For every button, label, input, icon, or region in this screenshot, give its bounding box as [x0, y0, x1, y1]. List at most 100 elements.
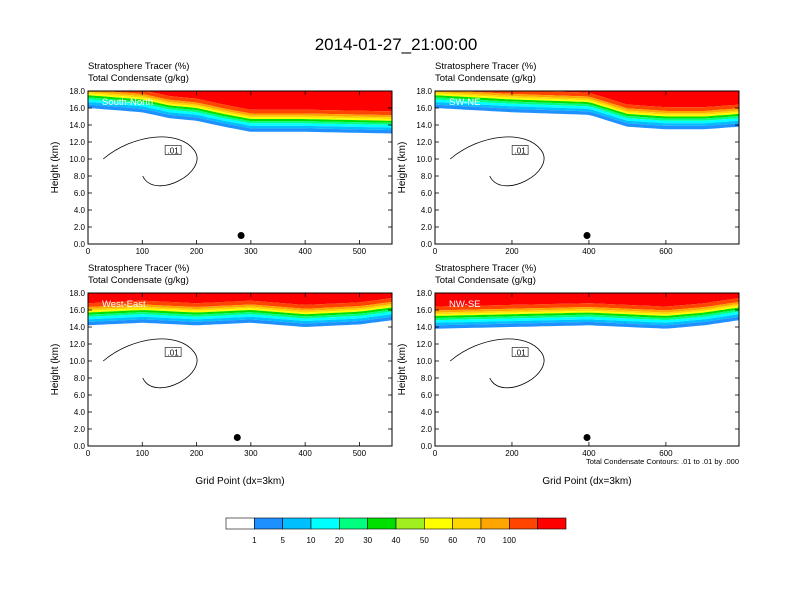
- panel-label-tracer: Stratosphere Tracer (%): [88, 61, 189, 72]
- panel-1: Stratosphere Tracer (%)Total Condensate …: [50, 61, 393, 256]
- tracer-band: [536, 91, 739, 108]
- x-tick-label: 300: [244, 449, 258, 458]
- colorbar-label: 10: [307, 536, 316, 545]
- panel-label-condensate: Total Condensate (g/kg): [435, 275, 536, 286]
- y-tick-label: 2.0: [421, 425, 433, 434]
- y-tick-label: 12.0: [416, 138, 432, 147]
- colorbar-label: 100: [503, 536, 517, 545]
- x-tick-label: 0: [86, 449, 91, 458]
- colorbar-label: 40: [392, 536, 401, 545]
- condensate-contour: [449, 338, 545, 389]
- tracer-band: [435, 104, 739, 130]
- panel-title: NW-SE: [449, 299, 481, 310]
- y-tick-label: 4.0: [421, 206, 433, 215]
- tracer-field: .01: [435, 293, 739, 446]
- y-tick-label: 4.0: [421, 408, 433, 417]
- tracer-band: [435, 293, 739, 307]
- colorbar-swatch: [395, 517, 425, 530]
- x-tick-label: 100: [136, 247, 150, 256]
- x-axis-label: Grid Point (dx=3km): [542, 476, 631, 487]
- y-tick-label: 10.0: [69, 155, 85, 164]
- plot-frame: [87, 90, 393, 245]
- y-tick-label: 8.0: [74, 172, 86, 181]
- y-tick-label: 16.0: [69, 306, 85, 315]
- tracer-band: [458, 91, 739, 111]
- panel-label-tracer: Stratosphere Tracer (%): [435, 61, 536, 72]
- colorbar-swatch: [339, 517, 368, 530]
- x-axis-label: Grid Point (dx=3km): [195, 476, 284, 487]
- tracer-band: [88, 99, 392, 128]
- tracer-band: [88, 93, 392, 121]
- tracer-band: [435, 307, 739, 319]
- y-tick-label: 8.0: [421, 172, 433, 181]
- tracer-band: [88, 316, 392, 327]
- y-tick-label: 0.0: [421, 240, 433, 249]
- contour-label: .01: [515, 147, 527, 156]
- contour-label: .01: [515, 349, 527, 358]
- panel-4: Stratosphere Tracer (%)Total Condensate …: [397, 263, 740, 487]
- tracer-band: [88, 104, 392, 134]
- x-tick-label: 400: [582, 247, 596, 256]
- colorbar-swatch: [225, 517, 255, 530]
- y-tick-label: 18.0: [69, 87, 85, 96]
- y-tick-label: 2.0: [74, 223, 86, 232]
- y-tick-label: 10.0: [69, 357, 85, 366]
- y-tick-label: 12.0: [416, 340, 432, 349]
- panel-3: Stratosphere Tracer (%)Total Condensate …: [50, 263, 393, 487]
- colorbar-swatch: [310, 517, 340, 530]
- tracer-band: [435, 93, 739, 117]
- y-tick-label: 6.0: [421, 189, 433, 198]
- tracer-band: [88, 311, 392, 321]
- tracer-band: [435, 301, 739, 313]
- y-tick-label: 8.0: [74, 374, 86, 383]
- location-marker: [583, 434, 591, 441]
- y-tick-label: 12.0: [69, 138, 85, 147]
- x-tick-label: 400: [298, 247, 312, 256]
- plot-frame: [434, 292, 740, 447]
- location-marker: [233, 434, 241, 441]
- tracer-field: .01: [435, 91, 739, 244]
- x-tick-label: 400: [582, 449, 596, 458]
- x-tick-label: 0: [433, 247, 438, 256]
- colorbar-label: 20: [335, 536, 344, 545]
- colorbar-label: 60: [448, 536, 457, 545]
- y-tick-label: 16.0: [416, 104, 432, 113]
- tracer-band: [435, 99, 739, 124]
- condensate-contour: [449, 136, 545, 187]
- figure-title: 2014-01-27_21:00:00: [315, 35, 478, 54]
- tracer-band: [88, 298, 392, 309]
- x-tick-label: 200: [505, 247, 519, 256]
- tracer-band: [435, 91, 739, 115]
- tracer-band: [435, 95, 739, 119]
- contour-label-box: [511, 347, 529, 357]
- y-tick-label: 14.0: [69, 121, 85, 130]
- x-tick-label: 600: [659, 449, 673, 458]
- tracer-band: [88, 91, 392, 118]
- y-tick-label: 2.0: [74, 425, 86, 434]
- panel-title: SW-NE: [449, 97, 481, 108]
- colorbar-swatch: [537, 517, 567, 530]
- tracer-band: [88, 102, 392, 131]
- colorbar-swatch: [509, 517, 538, 530]
- y-tick-label: 12.0: [69, 340, 85, 349]
- y-axis-label: Height (km): [397, 142, 408, 194]
- colorbar-label: 1: [252, 536, 257, 545]
- x-tick-label: 500: [353, 247, 367, 256]
- tracer-band: [88, 293, 392, 305]
- tracer-band: [146, 91, 392, 112]
- tracer-band: [88, 91, 392, 119]
- x-tick-label: 600: [659, 247, 673, 256]
- panel-2: Stratosphere Tracer (%)Total Condensate …: [397, 61, 740, 256]
- colorbar-swatch: [480, 517, 510, 530]
- contour-label: .01: [168, 349, 180, 358]
- colorbar-label: 70: [477, 536, 486, 545]
- y-tick-label: 8.0: [421, 374, 433, 383]
- tracer-band: [435, 102, 739, 126]
- tracer-band: [104, 91, 392, 116]
- colorbar-swatch: [254, 517, 283, 530]
- tracer-band: [435, 298, 739, 311]
- x-tick-label: 500: [353, 449, 367, 458]
- tracer-band: [88, 301, 392, 311]
- y-tick-label: 16.0: [69, 104, 85, 113]
